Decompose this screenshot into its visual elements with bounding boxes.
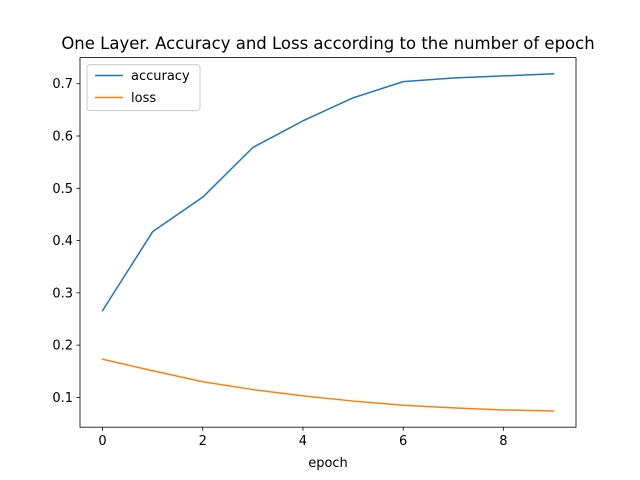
y-tick-label: 0.1 — [52, 391, 73, 406]
axes-frame — [79, 57, 577, 428]
y-tick-label: 0.5 — [52, 182, 73, 197]
x-tick-label: 8 — [499, 434, 507, 449]
x-tick-label: 4 — [299, 434, 307, 449]
x-axis: 0 2 4 6 8 — [98, 427, 507, 449]
series-layer — [101, 73, 555, 412]
series-line-accuracy — [101, 73, 555, 312]
y-tick-label: 0.6 — [52, 130, 73, 145]
plot-area — [79, 57, 577, 428]
x-tick-label: 2 — [199, 434, 207, 449]
y-tick-label: 0.7 — [52, 77, 73, 92]
x-tick-label: 6 — [399, 434, 407, 449]
legend-label-accuracy: accuracy — [131, 69, 190, 84]
legend-label-loss: loss — [131, 91, 156, 106]
y-axis: 0.1 0.2 0.3 0.4 0.5 0.6 0.7 — [52, 77, 80, 406]
x-axis-label: epoch — [308, 456, 348, 471]
chart-title: One Layer. Accuracy and Loss according t… — [61, 34, 594, 53]
series-line-loss — [101, 358, 555, 412]
y-tick-label: 0.3 — [52, 286, 73, 301]
x-tick-label: 0 — [98, 434, 106, 449]
y-tick-label: 0.2 — [52, 339, 73, 354]
legend: accuracy loss — [86, 64, 201, 112]
y-tick-label: 0.4 — [52, 234, 73, 249]
